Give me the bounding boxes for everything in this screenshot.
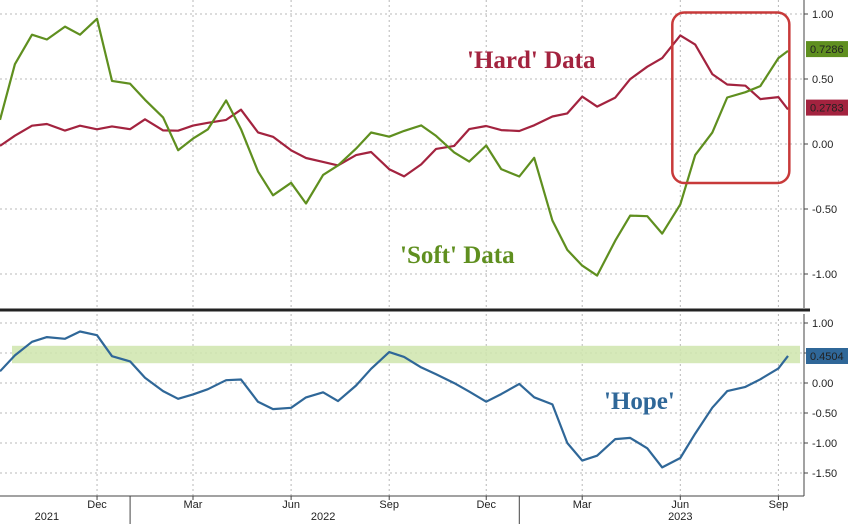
y-tick-label: 1.00 bbox=[812, 9, 833, 21]
hard-data-annotation: 'Hard' Data bbox=[467, 47, 596, 74]
last-value-tag bbox=[806, 41, 848, 58]
y-tick-label: 1.00 bbox=[812, 318, 833, 330]
highlight-box bbox=[671, 11, 791, 185]
y-tick-label: -1.50 bbox=[812, 468, 837, 480]
x-tick-label: Sep bbox=[769, 499, 789, 511]
y-tick-label: -0.50 bbox=[812, 408, 837, 420]
x-tick-label: Sep bbox=[379, 499, 399, 511]
y-tick-label: -1.00 bbox=[812, 269, 837, 281]
last-value-label: 0.7286 bbox=[810, 44, 844, 56]
y-tick-label: 0.50 bbox=[812, 74, 833, 86]
highlight-band-layer bbox=[12, 345, 800, 364]
last-value-label: 0.2783 bbox=[810, 103, 844, 115]
y-tick-label: 0.00 bbox=[812, 139, 833, 151]
x-tick-label: Jun bbox=[671, 499, 689, 511]
series-line bbox=[0, 17, 789, 277]
soft-data-annotation: 'Soft' Data bbox=[400, 242, 515, 269]
x-tick-label: Dec bbox=[476, 499, 496, 511]
y-tick-label: 0.00 bbox=[812, 378, 833, 390]
y-tick-label: -0.50 bbox=[812, 204, 837, 216]
y-tick-label: -1.00 bbox=[812, 438, 837, 450]
year-label: 2021 bbox=[35, 511, 59, 523]
x-tick-label: Jun bbox=[282, 499, 300, 511]
last-value-tag bbox=[806, 348, 848, 364]
last-value-label: 0.4504 bbox=[810, 351, 844, 363]
last-value-tag bbox=[806, 99, 848, 116]
series-line bbox=[0, 34, 789, 178]
hope-annotation: 'Hope' bbox=[604, 388, 675, 415]
year-label: 2022 bbox=[311, 511, 335, 523]
x-tick-label: Dec bbox=[87, 499, 107, 511]
highlight-band bbox=[12, 345, 800, 364]
x-tick-label: Mar bbox=[573, 499, 592, 511]
highlight-box-layer bbox=[671, 11, 791, 185]
x-tick-label: Mar bbox=[184, 499, 203, 511]
series-layer bbox=[0, 17, 789, 469]
year-label: 2023 bbox=[668, 511, 692, 523]
series-line bbox=[0, 330, 789, 469]
